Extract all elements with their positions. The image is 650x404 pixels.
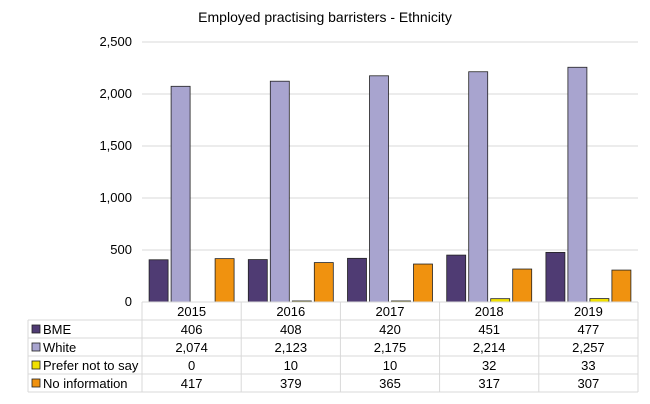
data-label: 477 (578, 322, 600, 337)
bar-no-information (512, 268, 533, 303)
bar-bme (247, 259, 268, 303)
data-label: 420 (379, 322, 401, 337)
legend-key (31, 342, 41, 352)
y-tick-label: 2,000 (99, 86, 132, 101)
bar-no-information (413, 263, 433, 303)
bar-bme (446, 254, 467, 303)
data-label: 2,123 (275, 340, 308, 355)
bar-no-information (214, 258, 235, 303)
data-label: 2,175 (374, 340, 407, 355)
bar-prefer-not-to-say (589, 298, 610, 303)
x-tick-label: 2019 (574, 304, 603, 319)
bar-white (369, 75, 389, 303)
data-label: 32 (482, 358, 496, 373)
data-label: 451 (478, 322, 500, 337)
x-tick-label: 2015 (177, 304, 206, 319)
bar-no-information (611, 269, 632, 303)
legend-label: No information (43, 376, 128, 391)
data-label: 317 (478, 376, 500, 391)
data-label: 307 (578, 376, 600, 391)
chart-title: Employed practising barristers - Ethnici… (198, 9, 452, 25)
legend-key (31, 324, 41, 334)
x-tick-label: 2017 (376, 304, 405, 319)
bar-no-information (313, 262, 334, 303)
data-label: 406 (181, 322, 203, 337)
y-tick-label: 500 (110, 242, 132, 257)
data-label: 0 (188, 358, 195, 373)
bar-white (170, 85, 191, 303)
legend-label: Prefer not to say (43, 358, 139, 373)
data-label: 10 (383, 358, 397, 373)
x-tick-label: 2016 (276, 304, 305, 319)
data-label: 417 (181, 376, 203, 391)
bar-white (567, 66, 588, 303)
data-label: 2,214 (473, 340, 506, 355)
bar-bme (148, 259, 169, 303)
legend-label: White (43, 340, 76, 355)
legend-key (31, 378, 41, 388)
y-tick-label: 1,500 (99, 138, 132, 153)
y-tick-label: 1,000 (99, 190, 132, 205)
data-label: 10 (284, 358, 298, 373)
legend-label: BME (43, 322, 72, 337)
data-label: 365 (379, 376, 401, 391)
data-label: 2,074 (175, 340, 208, 355)
legend-key (31, 360, 41, 370)
bar-bme (545, 251, 566, 303)
data-label: 408 (280, 322, 302, 337)
y-tick-label: 2,500 (99, 34, 132, 49)
data-label: 33 (581, 358, 595, 373)
data-label: 379 (280, 376, 302, 391)
data-label: 2,257 (572, 340, 605, 355)
bar-bme (347, 257, 367, 303)
bar-white (269, 80, 290, 303)
bar-white (468, 71, 489, 303)
x-tick-label: 2018 (475, 304, 504, 319)
y-tick-label: 0 (125, 294, 132, 309)
